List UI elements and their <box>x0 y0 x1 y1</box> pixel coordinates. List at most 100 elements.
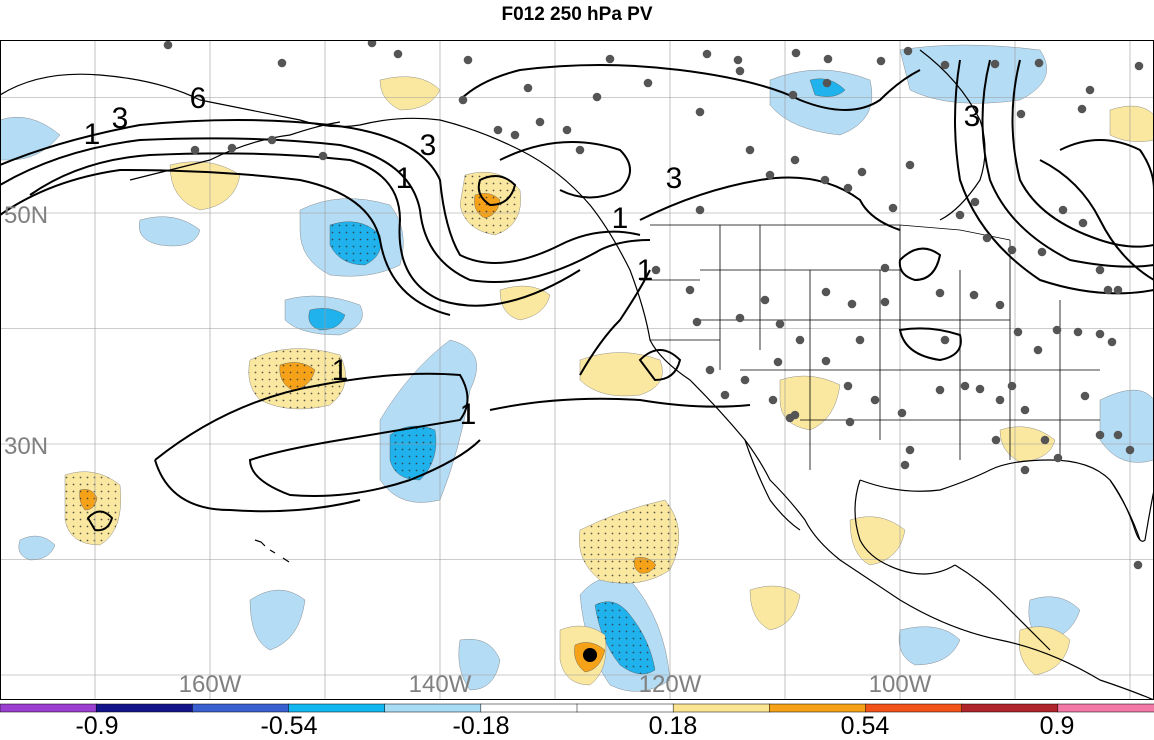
lat-lon-labels: 50N 30N 160W 140W 120W 100W <box>4 202 932 698</box>
station-dot <box>795 335 805 345</box>
contour-label: 1 <box>332 354 349 387</box>
station-dot <box>940 335 950 345</box>
station-dot <box>685 285 695 295</box>
station-dot <box>163 40 173 50</box>
station-dot <box>990 59 1000 69</box>
colorbar-segment <box>288 703 386 713</box>
station-dot <box>740 375 750 385</box>
station-dot <box>1016 109 1026 119</box>
pv-contours <box>0 59 1154 532</box>
station-dot <box>733 55 743 65</box>
station-dot <box>605 54 615 64</box>
station-dot <box>562 125 572 135</box>
contour-label: 3 <box>964 100 981 133</box>
station-dot <box>975 384 985 394</box>
station-dot <box>765 170 775 180</box>
storm-center-marker <box>583 648 597 662</box>
contour-label: 6 <box>190 82 207 115</box>
station-dot <box>1095 265 1105 275</box>
station-dot <box>277 58 287 68</box>
contour-label: 1 <box>396 162 413 195</box>
colorbar-segment <box>192 703 290 713</box>
contour-label: 1 <box>460 398 477 431</box>
colorbar-tick-label: 0.9 <box>1039 712 1075 740</box>
colorbar-segment <box>0 703 97 713</box>
station-dot <box>1007 381 1017 391</box>
station-dot <box>1053 453 1063 463</box>
station-dot <box>592 92 602 102</box>
station-dot <box>790 155 800 165</box>
latitude-label: 30N <box>4 433 48 460</box>
station-dot <box>880 263 890 273</box>
station-dot <box>367 40 377 48</box>
station-dot <box>888 203 898 213</box>
station-dot <box>1020 405 1030 415</box>
station-dot <box>458 95 468 105</box>
colorbar-tick-label: -0.9 <box>75 712 119 740</box>
station-dot <box>735 66 745 76</box>
station-dot <box>880 297 890 307</box>
colorbar-segment <box>865 703 963 713</box>
contour-label: 1 <box>637 254 654 287</box>
station-dot <box>1033 345 1043 355</box>
station-dot <box>822 78 832 88</box>
station-dot <box>1078 218 1088 228</box>
station-dot <box>695 107 705 117</box>
station-dot <box>393 49 403 59</box>
station-dot <box>510 130 520 140</box>
colorbar-segment <box>672 703 771 713</box>
colorbar-tick-label: -0.18 <box>452 712 510 740</box>
colorbar-tick-label: -0.54 <box>260 712 318 740</box>
station-dot <box>790 410 800 420</box>
station-dot <box>1073 327 1083 337</box>
station-dot <box>955 210 965 220</box>
station-dot <box>820 175 830 185</box>
station-dot <box>1080 391 1090 401</box>
station-dot <box>876 56 886 66</box>
station-dot <box>463 55 473 65</box>
station-dot <box>821 356 831 366</box>
station-dot <box>1125 445 1135 455</box>
station-dot <box>1113 430 1123 440</box>
station-dot <box>1103 285 1113 295</box>
colorbar-segment <box>1057 703 1154 713</box>
station-dot <box>900 460 910 470</box>
station-dot <box>897 408 907 418</box>
station-dot <box>267 135 277 145</box>
station-dot <box>969 290 979 300</box>
station-dot <box>535 117 545 127</box>
station-dot <box>960 381 970 391</box>
station-dot <box>935 385 945 395</box>
station-dot <box>1037 247 1047 257</box>
station-dot <box>1107 337 1117 347</box>
station-dot <box>1020 465 1030 475</box>
station-dot <box>705 365 715 375</box>
station-dot <box>870 395 880 405</box>
contour-label: 3 <box>666 162 683 195</box>
station-dot <box>190 145 200 155</box>
station-dot <box>692 317 702 327</box>
station-dot <box>982 233 992 243</box>
state-borders <box>640 224 1100 470</box>
station-dot <box>857 167 867 177</box>
station-dot <box>845 417 855 427</box>
station-dot <box>935 288 945 298</box>
station-dot <box>735 313 745 323</box>
station-dot <box>318 151 328 161</box>
station-dot <box>788 90 798 100</box>
station-dot <box>1134 61 1144 71</box>
colorbar <box>0 703 1154 713</box>
station-dot <box>695 205 705 215</box>
longitude-label: 160W <box>179 671 242 698</box>
longitude-label: 100W <box>869 671 932 698</box>
station-dot <box>1085 85 1095 95</box>
contour-label: 3 <box>112 102 129 135</box>
station-dot <box>493 125 503 135</box>
station-dot <box>821 287 831 297</box>
contour-label: 1 <box>84 118 101 151</box>
station-dot <box>995 395 1005 405</box>
station-dot <box>903 46 913 56</box>
station-dot <box>905 160 915 170</box>
station-dot <box>575 145 585 155</box>
